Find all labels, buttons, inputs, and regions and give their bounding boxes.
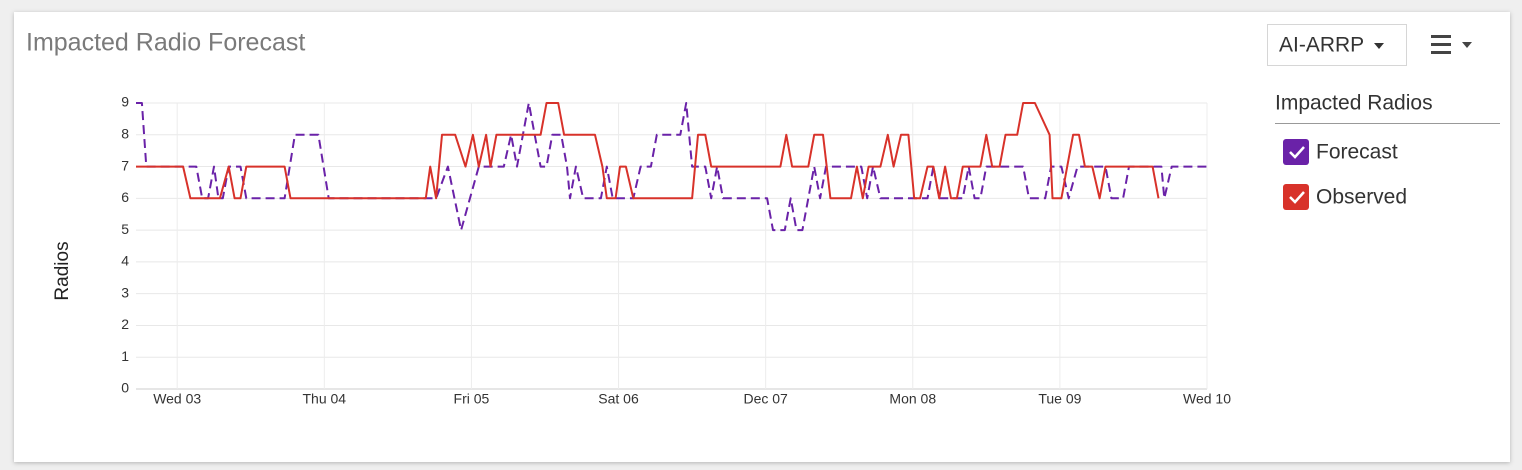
x-tick-label: Thu 04: [303, 391, 347, 407]
legend-checkbox[interactable]: [1283, 139, 1309, 165]
y-tick-label: 0: [121, 380, 129, 396]
menu-bar[interactable]: [1431, 35, 1451, 38]
y-axis-label: Radios: [52, 241, 73, 300]
x-tick-label: Wed 10: [1183, 391, 1231, 407]
y-tick-label: 3: [121, 284, 129, 300]
y-tick-label: 9: [121, 94, 129, 110]
series-line: [136, 102, 1207, 232]
x-tick-label: Tue 09: [1038, 391, 1081, 407]
x-tick-label: Mon 08: [889, 391, 936, 407]
y-tick-label: 8: [121, 125, 129, 141]
y-tick-label: 6: [121, 189, 129, 205]
menu-caret[interactable]: [1462, 42, 1472, 48]
dropdown-box[interactable]: [1267, 24, 1407, 66]
legend-checkmark[interactable]: [1289, 191, 1305, 204]
widget-title: Impacted Radio Forecast: [26, 29, 305, 57]
legend-label[interactable]: Observed: [1316, 186, 1407, 209]
menu-bar[interactable]: [1431, 51, 1451, 54]
x-tick-label: Dec 07: [743, 391, 788, 407]
legend-title: Impacted Radios: [1275, 92, 1433, 115]
dropdown[interactable]: AI-ARRP: [1267, 24, 1407, 66]
menu-button[interactable]: [1431, 35, 1472, 54]
x-tick-label: Fri 05: [454, 391, 490, 407]
legend-label[interactable]: Forecast: [1316, 141, 1398, 164]
legend-checkbox[interactable]: [1283, 184, 1309, 210]
card: [14, 12, 1510, 462]
series-line: [136, 102, 1160, 200]
y-tick-label: 1: [121, 348, 129, 364]
menu-bar[interactable]: [1431, 43, 1451, 46]
y-tick-label: 4: [121, 253, 129, 269]
dropdown-caret[interactable]: [1374, 43, 1384, 49]
y-tick-label: 7: [121, 157, 129, 173]
x-tick-label: Sat 06: [598, 391, 639, 407]
y-tick-label: 2: [121, 316, 129, 332]
y-tick-label: 5: [121, 221, 129, 237]
dropdown-label[interactable]: AI-ARRP: [1279, 34, 1364, 57]
legend-checkmark[interactable]: [1289, 146, 1305, 159]
x-tick-label: Wed 03: [153, 391, 201, 407]
